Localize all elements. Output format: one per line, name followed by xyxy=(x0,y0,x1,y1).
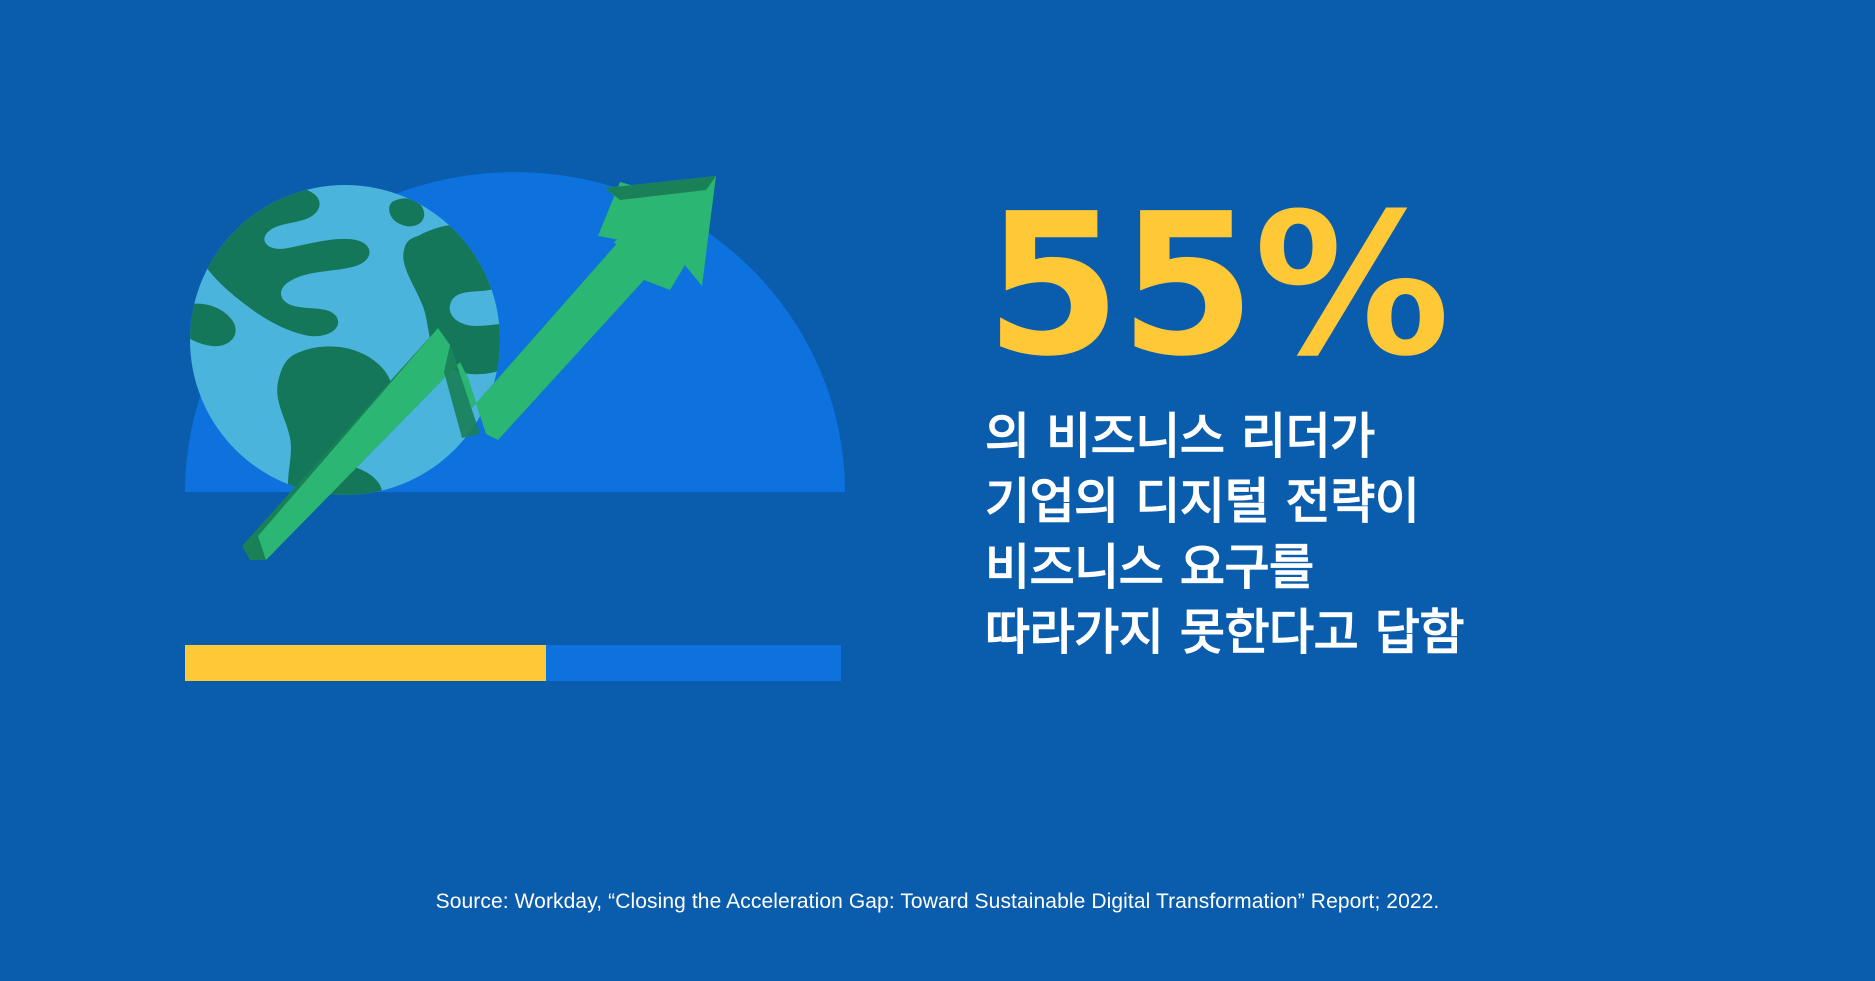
arrow-head-icon xyxy=(605,176,716,286)
stat-caption-text: 의 비즈니스 리더가 기업의 디지털 전략이 비즈니스 요구를 따라가지 못한다… xyxy=(985,408,1464,661)
source-footnote: Source: Workday, “Closing the Accelerati… xyxy=(435,890,1440,913)
progress-bar xyxy=(185,645,841,681)
upward-arrow-icon xyxy=(258,182,710,560)
progress-bar-fill xyxy=(185,645,546,681)
arrow-head-shadow xyxy=(605,176,716,200)
arrow-zigzag-edge xyxy=(444,345,480,438)
illustration-container xyxy=(150,140,890,700)
stat-copy-block: 55% 의 비즈니스 리더가 기업의 디지털 전략이 비즈니스 요구를 따라가지… xyxy=(985,172,1785,665)
stat-percentage: 55% xyxy=(985,172,1450,400)
globe-with-rising-arrow-illustration xyxy=(185,172,845,560)
